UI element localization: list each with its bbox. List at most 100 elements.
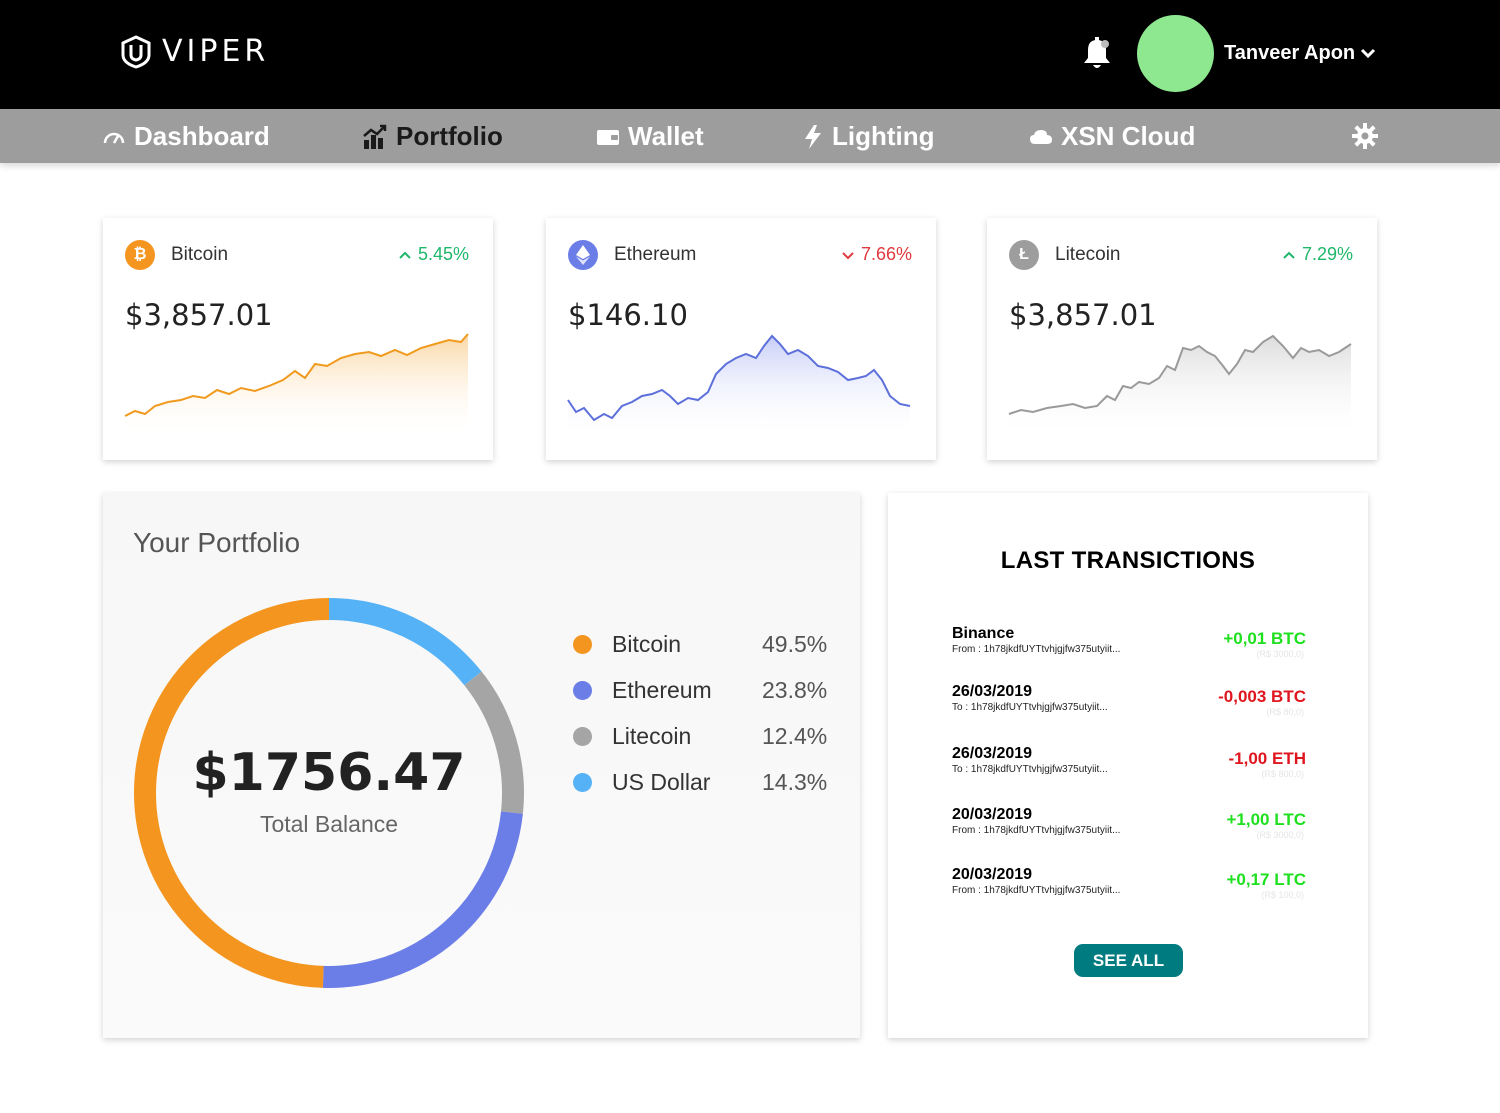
bitcoin-icon: ₿ — [125, 240, 155, 270]
transaction-row[interactable]: 26/03/2019 To : 1h78jkdfUYTtvhjgjfw375ut… — [952, 683, 1306, 717]
legend-dot — [573, 634, 592, 654]
legend-name: US Dollar — [612, 768, 711, 795]
portfolio-title: Your Portfolio — [133, 527, 301, 558]
transaction-amount: +1,00 LTC — [1226, 810, 1306, 829]
gauge-icon — [103, 132, 125, 144]
coin-name: Bitcoin — [171, 244, 229, 265]
bitcoin-sparkline — [124, 333, 469, 438]
settings-gear-icon[interactable] — [1351, 122, 1379, 155]
chevron-up-icon — [399, 251, 411, 259]
legend-item: Bitcoin 49.5% — [573, 621, 843, 667]
transaction-detail: To : 1h78jkdfUYTtvhjgjfw375utyiit... — [952, 764, 1108, 775]
legend-dot — [573, 772, 592, 792]
ethereum-icon — [568, 240, 598, 270]
nav-label-wallet: Wallet — [628, 121, 704, 151]
nav-label-portfolio: Portfolio — [396, 121, 503, 151]
lightning-icon — [805, 124, 821, 149]
coin-name: Litecoin — [1055, 244, 1121, 265]
transaction-title: 20/03/2019 — [952, 806, 1033, 823]
nav-item-lighting[interactable]: Lighting — [802, 121, 935, 152]
coin-change-value: 5.45% — [417, 244, 469, 264]
transaction-title: 26/03/2019 — [952, 683, 1033, 700]
nav-item-wallet[interactable]: Wallet — [596, 121, 704, 152]
nav-label-xsn-cloud: XSN Cloud — [1061, 121, 1196, 151]
transaction-detail: To : 1h78jkdfUYTtvhjgjfw375utyiit... — [952, 702, 1108, 713]
portfolio-card: Your Portfolio $1756.47 Total Balance Bi… — [103, 493, 860, 1038]
coin-card-ethereum[interactable]: Ethereum 7.66% $146.10 — [546, 218, 936, 460]
transaction-fiat: (R$ 3000,0) — [1256, 649, 1304, 659]
avatar[interactable] — [1137, 15, 1214, 92]
coin-price: $3,857.01 — [125, 298, 273, 332]
nav-label-lighting: Lighting — [832, 121, 935, 151]
nav-item-dashboard[interactable]: Dashboard — [102, 121, 270, 152]
litecoin-icon: Ł — [1009, 240, 1039, 270]
chevron-up-icon — [1283, 251, 1295, 259]
transaction-row[interactable]: 20/03/2019 From : 1h78jkdfUYTtvhjgjfw375… — [952, 806, 1306, 840]
transaction-row[interactable]: 26/03/2019 To : 1h78jkdfUYTtvhjgjfw375ut… — [952, 745, 1306, 779]
transaction-amount: -0,003 BTC — [1218, 687, 1306, 706]
logo[interactable]: VIPER — [120, 34, 269, 69]
transaction-row[interactable]: Binance From : 1h78jkdfUYTtvhjgjfw375uty… — [952, 625, 1306, 659]
transaction-fiat: (R$ 80,0) — [1266, 707, 1304, 717]
notification-bell-icon[interactable] — [1080, 36, 1114, 77]
coin-change-value: 7.29% — [1301, 244, 1353, 264]
total-balance: $1756.47 — [192, 743, 466, 803]
cloud-icon — [1030, 129, 1052, 144]
chevron-down-icon — [842, 251, 854, 259]
legend-dot — [573, 680, 592, 700]
nav-item-portfolio[interactable]: Portfolio — [362, 121, 503, 152]
donut-segment-litecoin — [464, 671, 524, 814]
transaction-title: Binance — [952, 625, 1015, 642]
chevron-down-icon[interactable] — [1359, 44, 1377, 67]
legend-item: Litecoin 12.4% — [573, 713, 843, 759]
legend-percent: 49.5% — [762, 630, 828, 657]
legend-percent: 23.8% — [762, 676, 828, 703]
legend-percent: 12.4% — [762, 722, 828, 749]
legend-percent: 14.3% — [762, 768, 828, 795]
coin-card-litecoin[interactable]: Ł Litecoin 7.29% $3,857.01 — [987, 218, 1377, 460]
transaction-fiat: (R$ 800,0) — [1261, 769, 1304, 779]
nav-item-xsn-cloud[interactable]: XSN Cloud — [1029, 121, 1195, 152]
coin-header: ₿ Bitcoin — [125, 240, 228, 270]
donut-segment-us-dollar — [328, 598, 482, 686]
legend-name: Litecoin — [612, 722, 692, 749]
user-name[interactable]: Tanveer Apon — [1224, 42, 1356, 64]
coin-change: 7.29% — [1282, 244, 1353, 265]
legend-name: Bitcoin — [612, 630, 682, 657]
transaction-title: 26/03/2019 — [952, 745, 1033, 762]
see-all-button[interactable]: SEE ALL — [1074, 944, 1183, 977]
top-bar: VIPER Tanveer Apon — [0, 0, 1500, 109]
coin-header: Ł Litecoin — [1009, 240, 1121, 270]
transaction-amount: -1,00 ETH — [1228, 749, 1306, 768]
legend-dot — [573, 726, 592, 746]
coin-price: $146.10 — [568, 298, 688, 332]
transactions-card: LAST TRANSICTIONS Binance From : 1h78jkd… — [888, 493, 1368, 1038]
coin-card-bitcoin[interactable]: ₿ Bitcoin 5.45% $3,857.01 — [103, 218, 493, 460]
wallet-icon — [597, 129, 619, 145]
coin-change: 5.45% — [398, 244, 469, 265]
chart-icon — [363, 124, 387, 149]
coin-header: Ethereum — [568, 240, 696, 270]
litecoin-sparkline — [1008, 334, 1352, 438]
coin-name: Ethereum — [614, 244, 697, 265]
coin-change-value: 7.66% — [860, 244, 912, 264]
coin-change: 7.66% — [841, 244, 912, 265]
nav-bar: Dashboard Portfolio Wallet Lighting XSN … — [0, 109, 1500, 163]
transaction-row[interactable]: 20/03/2019 From : 1h78jkdfUYTtvhjgjfw375… — [952, 866, 1306, 900]
transaction-title: 20/03/2019 — [952, 866, 1033, 883]
transaction-fiat: (R$ 100,0) — [1261, 890, 1304, 900]
nav-label-dashboard: Dashboard — [134, 121, 270, 151]
donut-segment-bitcoin — [134, 598, 330, 988]
transaction-fiat: (R$ 3000,0) — [1256, 830, 1304, 840]
donut-segment-ethereum — [322, 811, 523, 988]
transaction-detail: From : 1h78jkdfUYTtvhjgjfw375utyiit... — [952, 644, 1121, 655]
legend-name: Ethereum — [612, 676, 712, 703]
portfolio-donut-chart — [134, 598, 524, 988]
legend-item: US Dollar 14.3% — [573, 759, 843, 805]
transaction-amount: +0,17 LTC — [1226, 870, 1306, 889]
portfolio-legend: Bitcoin 49.5% Ethereum 23.8% Litecoin 12… — [573, 621, 843, 805]
legend-item: Ethereum 23.8% — [573, 667, 843, 713]
viper-logo-icon — [121, 34, 151, 69]
total-balance-label: Total Balance — [259, 811, 399, 837]
transaction-detail: From : 1h78jkdfUYTtvhjgjfw375utyiit... — [952, 825, 1121, 836]
